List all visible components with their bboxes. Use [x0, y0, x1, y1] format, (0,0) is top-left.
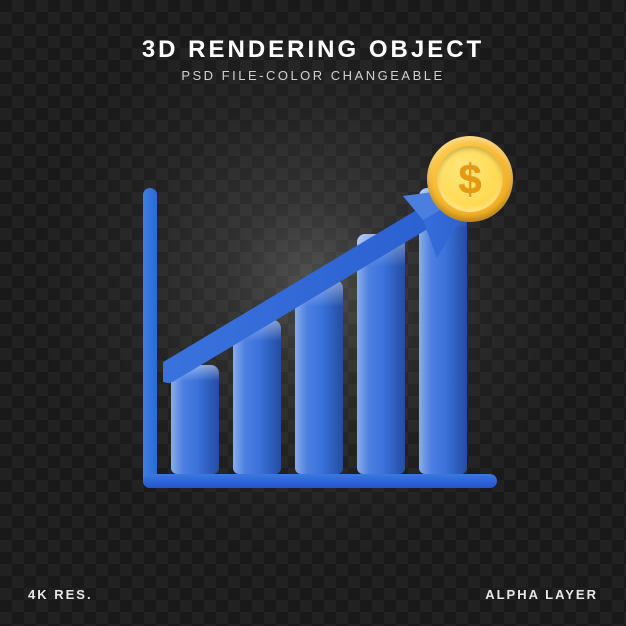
dollar-symbol: $ — [458, 159, 481, 201]
x-axis — [143, 474, 497, 488]
footer-left-text: 4K RES. — [28, 587, 93, 602]
bar-3 — [295, 280, 343, 474]
bar-1 — [171, 365, 219, 474]
bar-5 — [419, 188, 467, 474]
growth-chart-icon: $ — [143, 188, 483, 488]
bar-2 — [233, 320, 281, 474]
y-axis — [143, 188, 157, 488]
dollar-coin-icon: $ — [427, 136, 513, 222]
subtitle-text: PSD FILE-COLOR CHANGEABLE — [0, 68, 626, 83]
footer-right-text: ALPHA LAYER — [485, 587, 598, 602]
bar-4 — [357, 234, 405, 474]
title-text: 3D RENDERING OBJECT — [0, 36, 626, 64]
bar-group — [171, 188, 493, 474]
header: 3D RENDERING OBJECT PSD FILE-COLOR CHANG… — [0, 36, 626, 83]
